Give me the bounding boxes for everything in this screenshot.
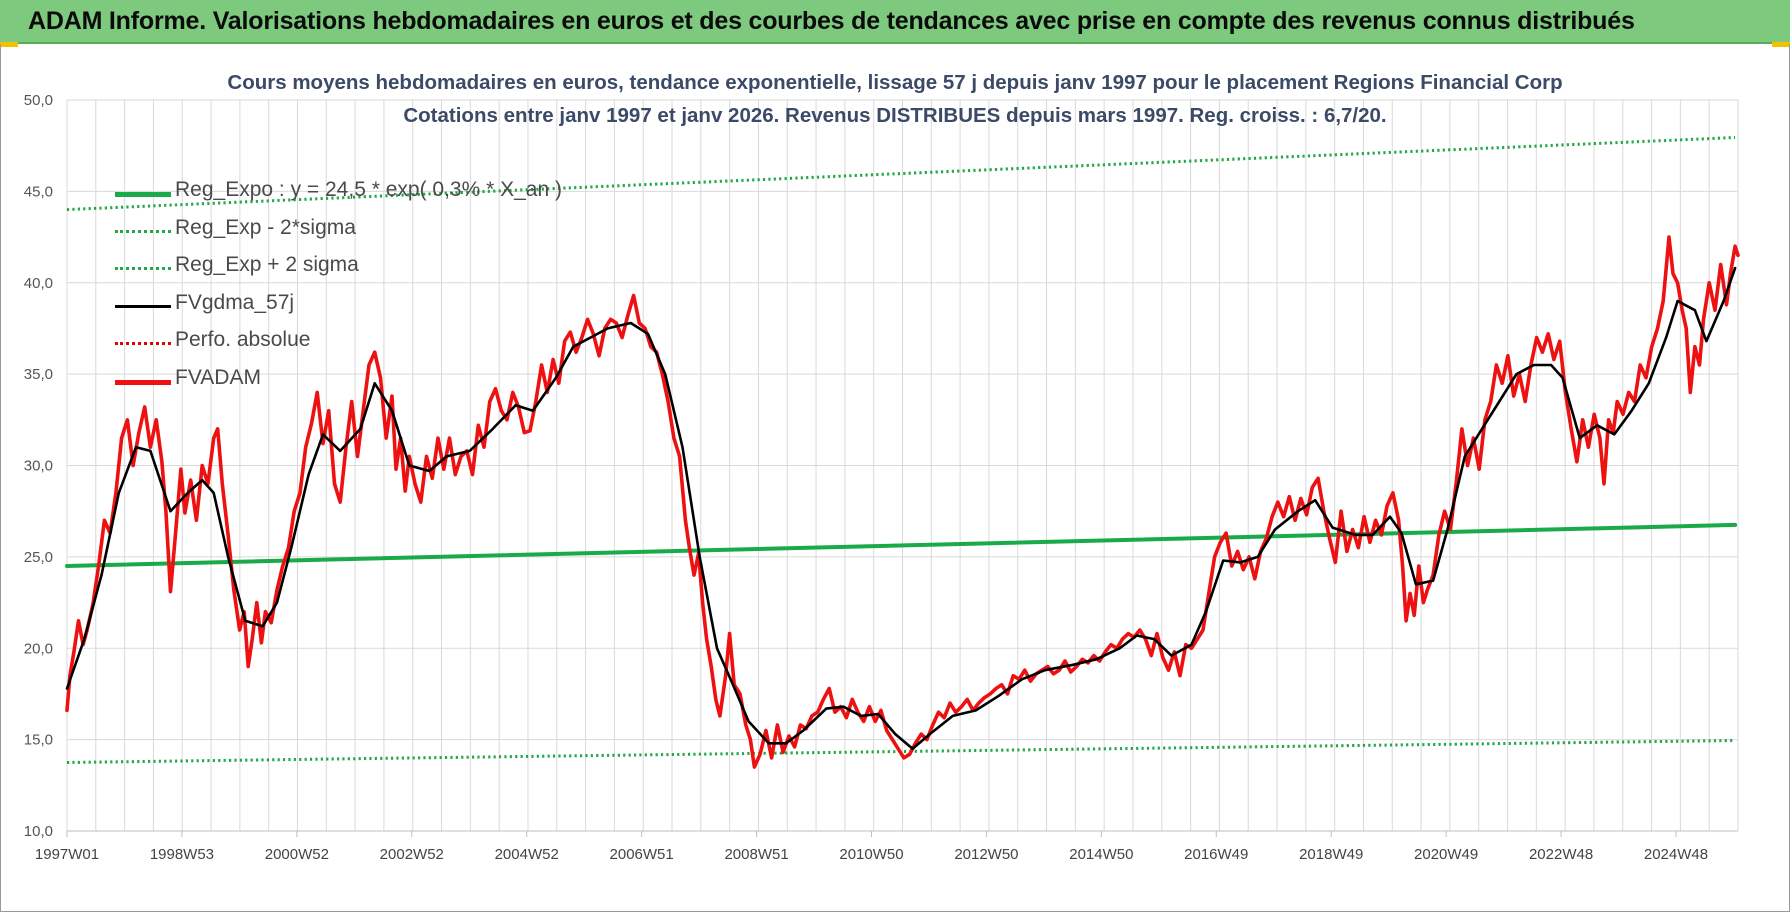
x-tick-label: 2002W52 [380, 846, 444, 863]
chart-title: Cours moyens hebdomadaires en euros, ten… [227, 71, 1563, 94]
x-axis-ticks: 1997W01 1998W53 2000W52 2002W52 2004W52 2006W… [35, 831, 1708, 863]
legend-swatch [115, 342, 171, 345]
legend-label: Perfo. absolue [175, 328, 311, 351]
series-line-5 [65, 235, 1740, 769]
legend-swatch [115, 192, 171, 197]
y-tick-label: 25,0 [24, 549, 53, 566]
legend-label: FVADAM [175, 365, 261, 389]
legend-label: Reg_Exp - 2*sigma [175, 215, 356, 239]
y-tick-label: 20,0 [24, 640, 53, 657]
x-tick-label: 2012W50 [954, 846, 1018, 863]
x-tick-label: 2024W48 [1644, 846, 1708, 863]
y-tick-label: 10,0 [24, 823, 53, 840]
x-tick-label: 1997W01 [35, 846, 99, 863]
legend-label: Reg_Expo : y = 24,5 * exp( 0,3% * X_an ) [175, 178, 562, 201]
x-tick-label: 2006W51 [610, 846, 674, 863]
legend-swatch [115, 229, 171, 233]
corner-accent-right [1772, 42, 1790, 47]
x-tick-label: 2004W52 [495, 846, 559, 863]
chart-subtitle: Cotations entre janv 1997 et janv 2026. … [403, 104, 1387, 127]
chart-grid [66, 99, 1739, 832]
legend-swatch [115, 379, 171, 385]
x-tick-label: 2014W50 [1069, 846, 1133, 863]
y-tick-label: 35,0 [24, 366, 53, 383]
y-tick-label: 15,0 [24, 732, 53, 749]
legend-swatch [115, 267, 171, 270]
y-tick-label: 50,0 [24, 92, 53, 109]
chart-series [65, 136, 1740, 769]
corner-accent-left [0, 42, 18, 47]
legend-swatch [115, 304, 171, 308]
series-line-3 [65, 266, 1737, 751]
y-tick-label: 40,0 [24, 275, 53, 292]
x-tick-label: 2022W48 [1529, 846, 1593, 863]
header-bar: ADAM Informe. Valorisations hebdomadaire… [0, 0, 1790, 44]
legend-label: FVgdma_57j [175, 290, 295, 314]
y-tick-label: 45,0 [24, 183, 53, 200]
legend-label: Reg_Exp + 2 sigma [175, 253, 359, 276]
series-line-0 [65, 522, 1738, 568]
y-tick-label: 30,0 [24, 458, 53, 475]
x-tick-label: 2008W51 [724, 846, 788, 863]
x-tick-label: 1998W53 [150, 846, 214, 863]
x-tick-label: 2010W50 [839, 846, 903, 863]
page-title: ADAM Informe. Valorisations hebdomadaire… [28, 7, 1635, 35]
x-tick-label: 2020W49 [1414, 846, 1478, 863]
y-axis-ticks: 10,0 15,0 20,0 25,0 30,0 35,0 40,0 45,0 50,0 [24, 92, 53, 840]
x-tick-label: 2018W49 [1299, 846, 1363, 863]
x-tick-label: 2016W49 [1184, 846, 1248, 863]
x-tick-label: 2000W52 [265, 846, 329, 863]
